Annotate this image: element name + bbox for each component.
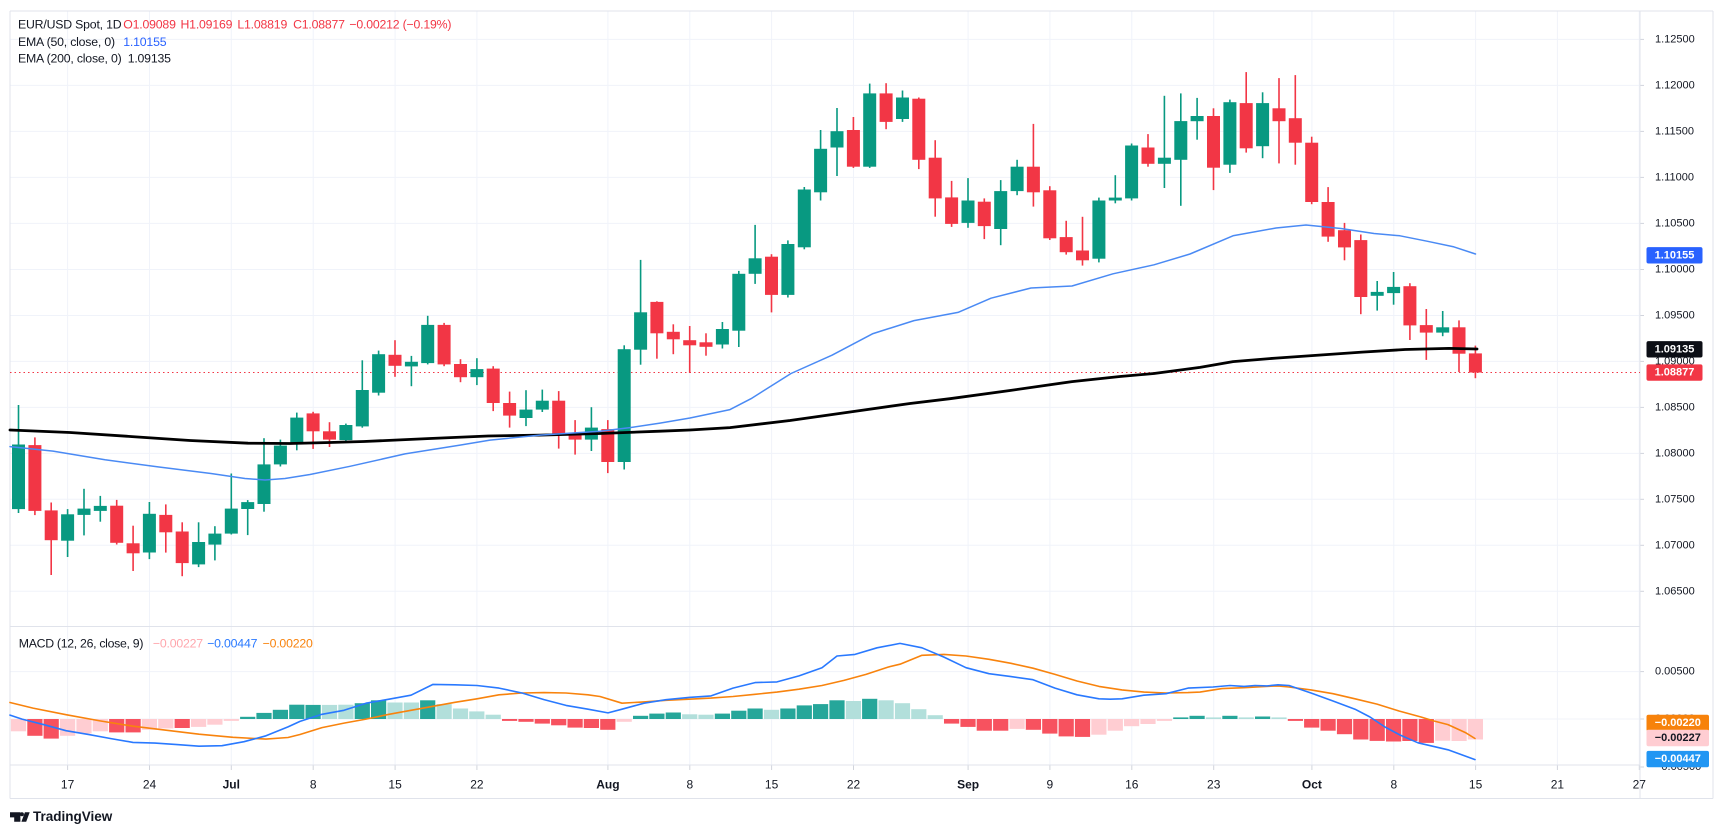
svg-text:Sep: Sep [957, 778, 979, 792]
svg-text:−0.00447: −0.00447 [207, 636, 257, 650]
svg-text:EUR/USD Spot, 1D: EUR/USD Spot, 1D [18, 18, 122, 32]
svg-text:1.12500: 1.12500 [1655, 33, 1695, 45]
svg-text:1.08877: 1.08877 [1655, 367, 1695, 379]
svg-text:TradingView: TradingView [33, 809, 113, 824]
svg-text:1.09135: 1.09135 [1655, 343, 1695, 355]
svg-text:9: 9 [1047, 778, 1054, 792]
svg-text:−0.00220: −0.00220 [1655, 717, 1701, 729]
svg-text:8: 8 [310, 778, 317, 792]
svg-text:22: 22 [847, 778, 861, 792]
svg-text:1.09135: 1.09135 [128, 51, 171, 65]
svg-text:EMA (200, close, 0): EMA (200, close, 0) [18, 51, 122, 65]
svg-text:−0.00220: −0.00220 [263, 636, 313, 650]
svg-text:15: 15 [388, 778, 402, 792]
svg-text:23: 23 [1207, 778, 1221, 792]
svg-text:−0.00212 (−0.19%): −0.00212 (−0.19%) [349, 18, 451, 32]
svg-text:1.06500: 1.06500 [1655, 585, 1695, 597]
svg-text:MACD (12, 26, close, 9): MACD (12, 26, close, 9) [19, 636, 144, 650]
svg-text:O1.09089: O1.09089 [123, 18, 176, 32]
svg-text:1.10155: 1.10155 [1655, 249, 1695, 261]
svg-text:EMA (50, close, 0): EMA (50, close, 0) [18, 35, 115, 49]
svg-text:L1.08819: L1.08819 [237, 18, 287, 32]
svg-text:15: 15 [765, 778, 779, 792]
svg-text:1.07500: 1.07500 [1655, 493, 1695, 505]
svg-text:22: 22 [470, 778, 484, 792]
svg-text:C1.08877: C1.08877 [293, 18, 345, 32]
svg-text:−0.00227: −0.00227 [1655, 732, 1701, 744]
svg-text:H1.09169: H1.09169 [181, 18, 233, 32]
svg-text:24: 24 [143, 778, 157, 792]
svg-text:1.08000: 1.08000 [1655, 447, 1695, 459]
svg-text:Oct: Oct [1302, 778, 1322, 792]
svg-text:Aug: Aug [596, 778, 619, 792]
svg-text:1.10000: 1.10000 [1655, 264, 1695, 276]
svg-text:Jul: Jul [223, 778, 240, 792]
svg-text:1.10155: 1.10155 [123, 35, 166, 49]
svg-text:1.10500: 1.10500 [1655, 217, 1695, 229]
svg-text:8: 8 [686, 778, 693, 792]
svg-text:1.12000: 1.12000 [1655, 79, 1695, 91]
svg-text:27: 27 [1633, 778, 1647, 792]
svg-text:−0.00227: −0.00227 [153, 636, 203, 650]
svg-text:16: 16 [1125, 778, 1139, 792]
svg-text:1.11500: 1.11500 [1655, 125, 1694, 137]
svg-text:0.00500: 0.00500 [1655, 666, 1695, 678]
svg-text:8: 8 [1390, 778, 1397, 792]
svg-text:1.09500: 1.09500 [1655, 310, 1695, 322]
svg-text:17: 17 [61, 778, 75, 792]
svg-text:−0.00447: −0.00447 [1655, 753, 1701, 765]
svg-text:21: 21 [1551, 778, 1565, 792]
svg-text:1.11000: 1.11000 [1655, 171, 1694, 183]
svg-text:1.08500: 1.08500 [1655, 401, 1695, 413]
svg-text:1.07000: 1.07000 [1655, 539, 1695, 551]
svg-text:15: 15 [1469, 778, 1483, 792]
